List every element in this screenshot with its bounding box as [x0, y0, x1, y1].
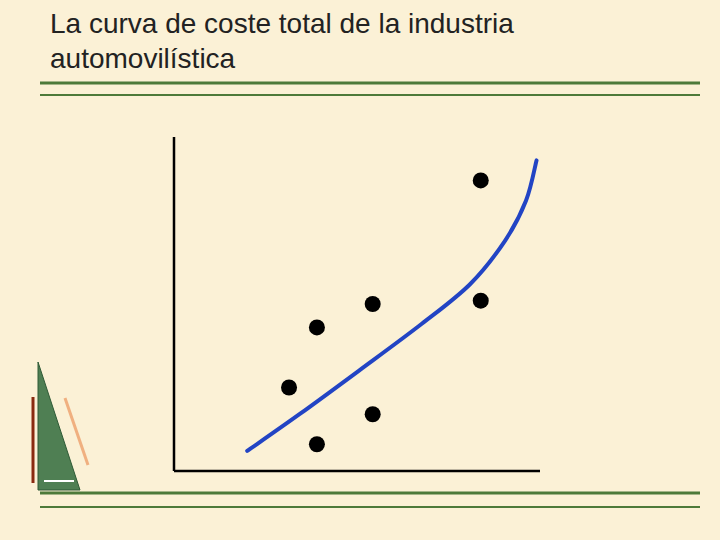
- decor-rule: [40, 506, 700, 508]
- data-point: [309, 319, 325, 335]
- data-point: [365, 296, 381, 312]
- decor-arrow: [44, 480, 74, 482]
- data-point: [309, 436, 325, 452]
- decor-rule: [40, 492, 700, 495]
- decor-arrow: [65, 398, 88, 465]
- title: La curva de coste total de la industria …: [50, 6, 650, 76]
- decor-arrow: [32, 397, 35, 483]
- decor-rule: [40, 94, 700, 96]
- data-point: [473, 293, 489, 309]
- cost-curve: [247, 160, 536, 451]
- chart: [0, 0, 720, 540]
- plot-area: [247, 160, 536, 452]
- data-point: [365, 406, 381, 422]
- decor-rule: [40, 82, 700, 85]
- x-axis: [174, 470, 540, 473]
- slide: La curva de coste total de la industria …: [0, 0, 720, 540]
- data-point: [473, 172, 489, 188]
- data-point: [281, 380, 297, 396]
- y-axis: [173, 137, 176, 471]
